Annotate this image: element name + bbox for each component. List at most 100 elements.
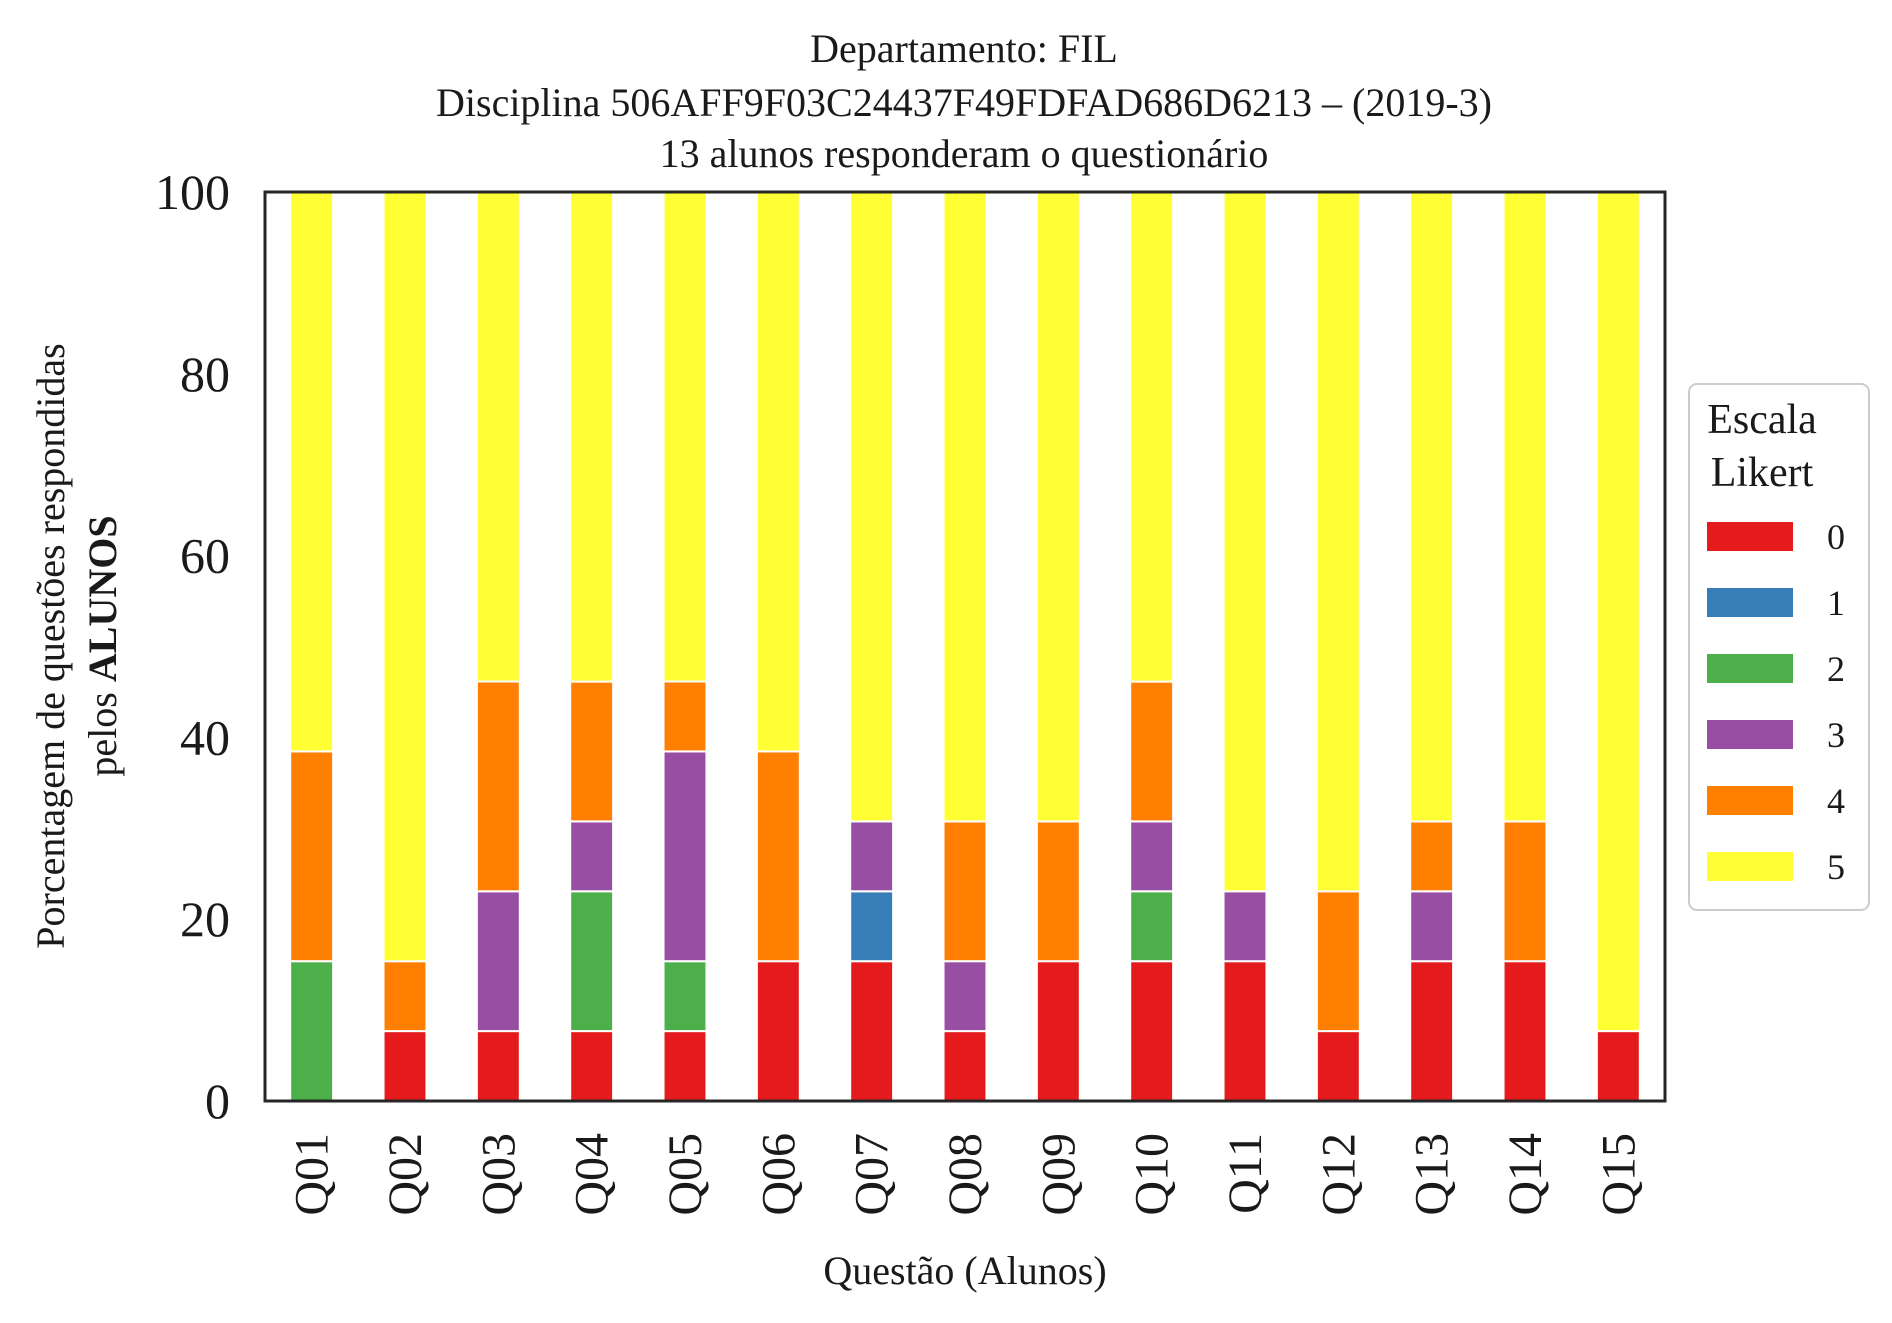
bar-Q07-likert-5 <box>849 191 895 823</box>
bar-Q08-likert-5 <box>942 191 988 823</box>
bar-Q10-likert-2 <box>1129 890 1175 963</box>
bar-Q08-likert-3 <box>942 960 988 1033</box>
title-line-3: 13 alunos responderam o questionário <box>660 131 1269 176</box>
legend-swatch-4 <box>1707 786 1793 815</box>
x-tick-label-Q11: Q11 <box>1219 1133 1272 1214</box>
x-tick-label-Q04: Q04 <box>566 1133 619 1216</box>
legend-swatch-0 <box>1707 522 1793 551</box>
bar-Q10-likert-0 <box>1129 960 1175 1103</box>
y-tick-label: 100 <box>155 164 230 220</box>
bar-Q13-likert-3 <box>1409 890 1455 963</box>
bar-Q14-likert-0 <box>1502 960 1548 1103</box>
y-axis-label-line-2: pelos ALUNOS <box>80 515 125 776</box>
x-tick-label-Q12: Q12 <box>1312 1133 1365 1216</box>
bar-Q04-likert-2 <box>569 890 615 1033</box>
x-tick-label-Q03: Q03 <box>472 1133 525 1216</box>
bar-Q03-likert-0 <box>475 1030 521 1102</box>
bar-Q01-likert-4 <box>289 750 335 963</box>
bar-Q13-likert-5 <box>1409 191 1455 823</box>
bar-Q07-likert-3 <box>849 820 895 893</box>
bar-Q05-likert-5 <box>662 191 708 683</box>
y-axis-label: Porcentagem de questões respondidas pelo… <box>28 343 125 948</box>
chart-title: Departamento: FIL Disciplina 506AFF9F03C… <box>436 26 1492 176</box>
legend-label-5: 5 <box>1827 847 1845 887</box>
bar-Q06-likert-0 <box>755 960 801 1103</box>
bar-Q06-likert-5 <box>755 191 801 753</box>
bar-Q13-likert-4 <box>1409 820 1455 893</box>
bar-Q12-likert-4 <box>1315 890 1361 1033</box>
bar-Q15-likert-5 <box>1595 191 1641 1033</box>
legend-swatch-2 <box>1707 654 1793 683</box>
bar-Q04-likert-3 <box>569 820 615 893</box>
bar-Q05-likert-0 <box>662 1030 708 1102</box>
bar-Q09-likert-4 <box>1035 820 1081 963</box>
y-axis-label-bold: ALUNOS <box>80 515 125 682</box>
y-axis-ticks: 0 20 40 60 80 100 <box>155 164 230 1129</box>
x-tick-label-Q09: Q09 <box>1032 1133 1085 1216</box>
title-line-1: Departamento: FIL <box>810 26 1118 71</box>
bar-Q04-likert-0 <box>569 1030 615 1102</box>
y-tick-label: 80 <box>180 346 230 402</box>
y-axis-label-prefix: pelos <box>80 682 125 776</box>
y-axis-label-line-1: Porcentagem de questões respondidas <box>28 343 73 948</box>
bar-Q10-likert-3 <box>1129 820 1175 893</box>
bar-Q07-likert-0 <box>849 960 895 1103</box>
bar-Q11-likert-0 <box>1222 960 1268 1103</box>
legend-label-1: 1 <box>1827 583 1845 623</box>
legend-swatch-1 <box>1707 588 1793 617</box>
x-tick-label-Q15: Q15 <box>1592 1133 1645 1216</box>
x-tick-label-Q07: Q07 <box>846 1133 899 1216</box>
legend-label-3: 3 <box>1827 715 1845 755</box>
x-tick-label-Q05: Q05 <box>659 1133 712 1216</box>
legend-label-0: 0 <box>1827 517 1845 557</box>
legend-title-line-2: Likert <box>1711 450 1814 496</box>
y-tick-label: 60 <box>180 528 230 584</box>
bar-Q15-likert-0 <box>1595 1030 1641 1102</box>
title-line-2: Disciplina 506AFF9F03C24437F49FDFAD686D6… <box>436 80 1492 125</box>
bar-Q14-likert-4 <box>1502 820 1548 963</box>
bar-Q02-likert-5 <box>382 191 428 963</box>
bar-Q05-likert-3 <box>662 750 708 963</box>
legend-items: 0 1 2 3 4 5 <box>1707 517 1845 887</box>
bar-Q07-likert-1 <box>849 890 895 963</box>
bar-Q06-likert-4 <box>755 750 801 963</box>
bar-Q09-likert-5 <box>1035 191 1081 823</box>
bar-Q12-likert-5 <box>1315 191 1361 893</box>
x-tick-label-Q14: Q14 <box>1499 1133 1552 1216</box>
y-tick-label: 40 <box>180 709 230 765</box>
bar-Q02-likert-4 <box>382 960 428 1033</box>
x-tick-label-Q10: Q10 <box>1126 1133 1179 1216</box>
bar-Q05-likert-2 <box>662 960 708 1033</box>
legend-box <box>1688 383 1870 911</box>
bar-Q05-likert-4 <box>662 680 708 753</box>
bar-Q14-likert-5 <box>1502 191 1548 823</box>
bar-Q02-likert-0 <box>382 1030 428 1102</box>
x-tick-label-Q13: Q13 <box>1406 1133 1459 1216</box>
bar-Q01-likert-2 <box>289 960 335 1103</box>
bar-Q10-likert-5 <box>1129 191 1175 683</box>
legend-title-line-1: Escala <box>1707 397 1817 443</box>
x-tick-label-Q06: Q06 <box>752 1133 805 1216</box>
bar-Q08-likert-0 <box>942 1030 988 1102</box>
x-axis-label: Questão (Alunos) <box>823 1248 1106 1293</box>
bar-Q03-likert-4 <box>475 680 521 893</box>
bar-Q11-likert-5 <box>1222 191 1268 893</box>
axes-frame <box>263 190 1667 1103</box>
x-tick-label-Q01: Q01 <box>286 1133 339 1216</box>
bar-Q01-likert-5 <box>289 191 335 753</box>
legend-swatch-5 <box>1707 852 1793 881</box>
bar-Q04-likert-4 <box>569 680 615 823</box>
legend: Escala Likert 0 1 2 3 4 5 <box>1688 383 1870 911</box>
x-tick-label-Q02: Q02 <box>379 1133 432 1216</box>
bar-Q09-likert-0 <box>1035 960 1081 1103</box>
bar-Q10-likert-4 <box>1129 680 1175 823</box>
bars <box>289 191 1641 1103</box>
x-axis-ticks: Q01 Q02 Q03 Q04 Q05 Q06 Q07 Q08 Q09 Q10 Q11 Q12 Q13 Q… <box>286 1133 1646 1216</box>
bar-Q03-likert-3 <box>475 890 521 1033</box>
legend-swatch-3 <box>1707 720 1793 749</box>
bar-Q08-likert-4 <box>942 820 988 963</box>
bar-Q13-likert-0 <box>1409 960 1455 1103</box>
bar-Q04-likert-5 <box>569 191 615 683</box>
bar-Q03-likert-5 <box>475 191 521 683</box>
